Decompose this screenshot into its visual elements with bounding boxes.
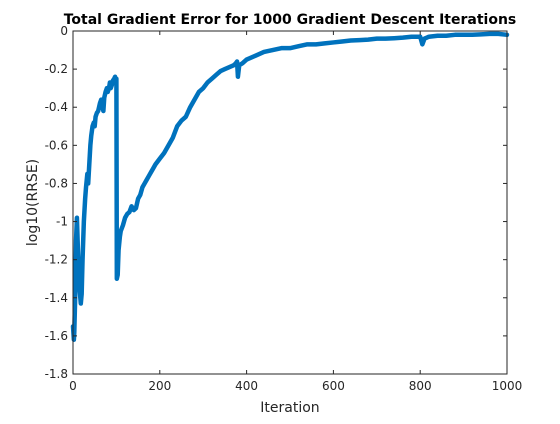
y-tick-label: -1.4 — [45, 291, 68, 305]
x-tick-label: 200 — [148, 379, 171, 393]
chart-title: Total Gradient Error for 1000 Gradient D… — [64, 12, 517, 28]
axes-box — [72, 30, 508, 375]
x-tick-label: 0 — [69, 379, 77, 393]
x-tick-label: 600 — [322, 379, 345, 393]
y-tick-label: -1.6 — [45, 329, 68, 343]
y-tick-label: -0.4 — [45, 100, 68, 114]
series-line-0 — [70, 31, 510, 342]
y-tick-label: -1 — [56, 215, 68, 229]
x-axis: 0 200 400 600 800 1000 — [69, 31, 522, 393]
y-tick-label: -0.6 — [45, 138, 68, 152]
x-tick-label: 400 — [235, 379, 258, 393]
y-tick-label: -0.2 — [45, 62, 68, 76]
x-tick-label: 800 — [409, 379, 432, 393]
series-layer — [70, 31, 510, 342]
y-tick-label: -1.2 — [45, 253, 68, 267]
y-tick-label: -1.8 — [45, 367, 68, 381]
y-axis-label: log10(RRSE) — [25, 159, 41, 246]
y-tick-label: 0 — [60, 24, 68, 38]
plot-area — [73, 31, 507, 374]
x-tick-label: 1000 — [492, 379, 523, 393]
x-axis-label: Iteration — [260, 400, 319, 416]
y-tick-label: -0.8 — [45, 176, 68, 190]
y-axis: 0 -0.2 -0.4 -0.6 -0.8 -1 -1.2 -1.4 -1.6 -1.8 — [45, 24, 507, 381]
